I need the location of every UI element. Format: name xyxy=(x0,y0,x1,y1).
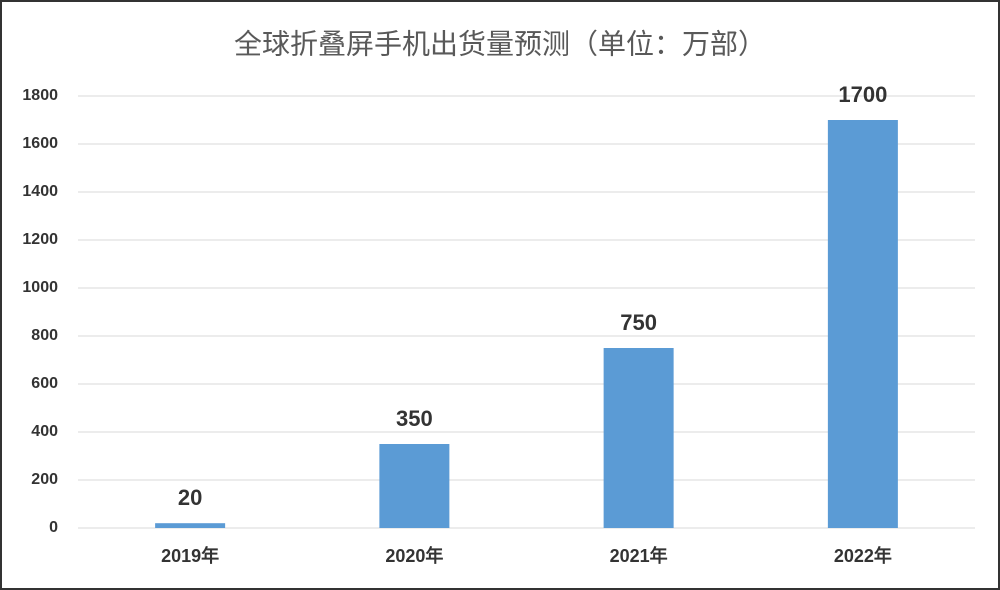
y-tick-label: 1000 xyxy=(22,279,58,296)
y-tick-label: 1400 xyxy=(22,183,58,200)
data-label: 750 xyxy=(620,310,657,335)
data-label: 1700 xyxy=(838,82,887,107)
data-label: 20 xyxy=(178,485,202,510)
y-tick-label: 1800 xyxy=(22,87,58,104)
bar xyxy=(603,348,674,528)
chart-title: 全球折叠屏手机出货量预测（单位：万部） xyxy=(234,28,766,59)
y-tick-label: 800 xyxy=(31,327,58,344)
x-tick-label: 2019年 xyxy=(161,545,219,566)
bar xyxy=(379,444,450,528)
bar xyxy=(155,523,226,528)
x-tick-label: 2022年 xyxy=(834,545,892,566)
y-tick-label: 400 xyxy=(31,423,58,440)
bar xyxy=(827,120,898,528)
y-tick-label: 600 xyxy=(31,375,58,392)
y-tick-label: 1200 xyxy=(22,231,58,248)
x-tick-label: 2020年 xyxy=(385,545,443,566)
y-tick-label: 0 xyxy=(49,519,58,536)
x-tick-label: 2021年 xyxy=(610,545,668,566)
data-label: 350 xyxy=(396,406,433,431)
y-tick-label: 200 xyxy=(31,471,58,488)
y-tick-label: 1600 xyxy=(22,135,58,152)
